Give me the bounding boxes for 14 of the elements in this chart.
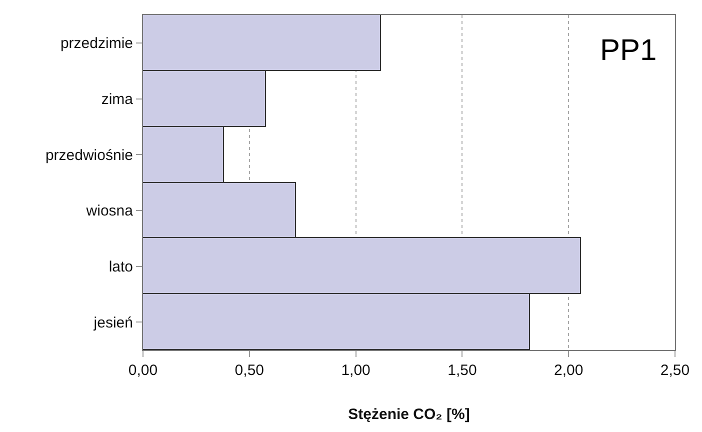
x-tick-label: 0,00: [128, 362, 158, 379]
annotation: PP1: [600, 34, 657, 67]
y-tick-label: wiosna: [85, 202, 134, 220]
x-tick-label: 0,50: [234, 362, 264, 379]
x-tick-label: 2,00: [554, 362, 584, 379]
y-tick-label: jesień: [92, 314, 133, 332]
y-tick-label: zima: [101, 91, 134, 108]
x-tick-label: 1,50: [448, 362, 477, 379]
x-axis-title: Stężenie CO₂ [%]: [348, 406, 470, 423]
x-tick-label: 2,50: [660, 362, 690, 379]
x-tick-label: 1,00: [341, 362, 370, 379]
y-tick-label: lato: [108, 258, 133, 276]
y-tick-label: przedzimie: [60, 35, 133, 52]
y-tick-label: przedwiośnie: [45, 146, 133, 164]
